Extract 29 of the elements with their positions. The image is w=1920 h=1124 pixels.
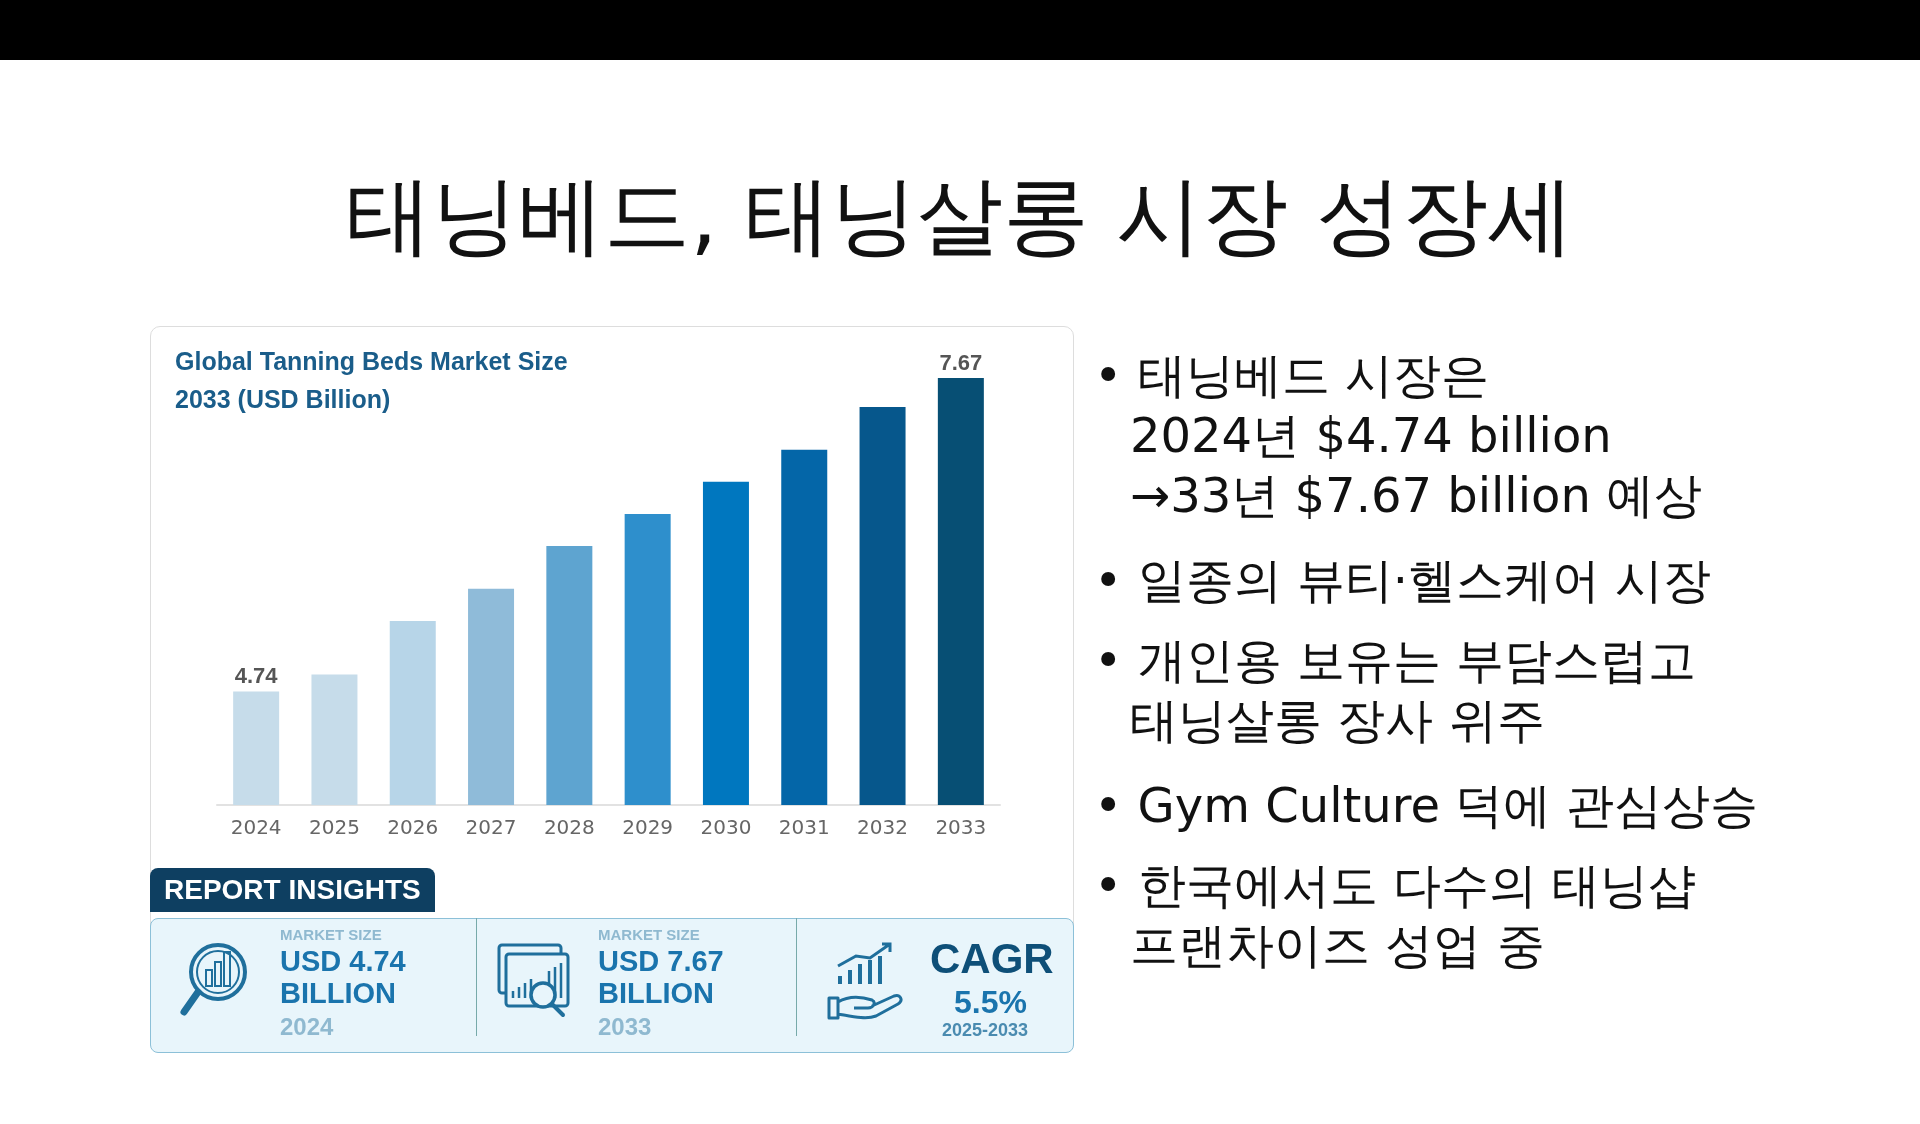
text: USD 7.67 BILLION: [598, 945, 724, 1009]
x-tick-label: 2029: [622, 815, 674, 839]
text: • 일종의 뷰티·헬스케어 시장: [1094, 551, 1712, 610]
x-tick-label: 2028: [543, 815, 595, 839]
x-tick-label: 2032: [857, 815, 908, 839]
text: REPORT INSIGHTS: [150, 868, 435, 912]
text: MARKET SIZE: [598, 926, 700, 943]
text: 2025-2033: [942, 1020, 1029, 1041]
x-tick-label: 2026: [387, 815, 439, 839]
chart-title: 태닝베드, 태닝살롱 시장 성장세: [345, 164, 1575, 267]
data-label: 4.74: [234, 663, 279, 689]
text: 2033: [598, 1013, 652, 1041]
text: USD 4.74 BILLION: [280, 945, 406, 1009]
data-label: 7.67: [939, 349, 983, 375]
x-tick-label: 2033: [935, 815, 987, 839]
text: MARKET SIZE: [280, 926, 382, 943]
x-tick-label: 2025: [309, 815, 360, 839]
x-tick-label: 2031: [778, 815, 830, 839]
text: 2024: [280, 1013, 334, 1041]
x-tick-label: 2030: [700, 815, 752, 839]
x-tick-label: 2027: [465, 815, 517, 839]
text: • 개인용 보유는 부담스럽고 태닝살롱 장사 위주: [1094, 631, 1697, 750]
chart-subtitle: Global Tanning Beds Market Size 2033 (USD Billion): [175, 346, 568, 415]
text: • 태닝베드 시장은 2024년 $4.74 billion →33년 $7.67 billion 예상: [1094, 346, 1703, 525]
text: • Gym Culture 덕에 관심상승: [1094, 776, 1759, 835]
text: • 한국에서도 다수의 태닝샵 프랜차이즈 성업 중: [1094, 856, 1697, 975]
text: 5.5%: [954, 984, 1027, 1021]
text: CAGR: [930, 935, 1054, 983]
x-tick-label: 2024: [230, 815, 282, 839]
